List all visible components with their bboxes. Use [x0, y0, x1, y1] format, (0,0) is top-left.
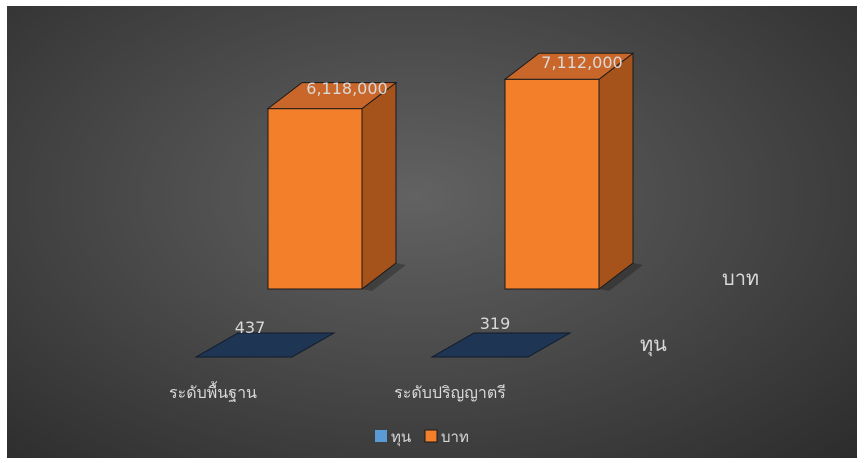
legend-label-baht: บาท	[441, 428, 469, 446]
bar-baht-side-0	[361, 81, 397, 291]
bar-baht-front-0	[267, 108, 363, 290]
legend-label-thun: ทุน	[391, 428, 411, 447]
category-label-basic: ระดับพื้นฐาน	[169, 381, 257, 402]
bar-baht-side-1	[598, 52, 634, 291]
bar-chart-3d: ระดับพื้นฐาน ระดับปริญญาตรี บาท ทุน 6,11…	[169, 52, 759, 447]
value-label-thun-basic: 437	[235, 318, 266, 337]
chart-area: ระดับพื้นฐาน ระดับปริญญาตรี บาท ทุน 6,11…	[7, 6, 857, 458]
legend: ทุน บาท	[375, 428, 469, 447]
bar-thun-1	[430, 332, 572, 358]
legend-swatch-baht	[424, 429, 438, 443]
value-label-thun-bachelor: 319	[480, 314, 511, 333]
legend-swatch-thun	[375, 430, 387, 442]
bar-baht-top-0	[266, 82, 398, 110]
value-label-baht-bachelor: 7,112,000	[541, 53, 622, 72]
bar-shadow-baht-0	[362, 263, 406, 291]
bar-baht-top-1	[503, 52, 635, 80]
bar-baht-front-1	[504, 78, 600, 290]
series-depth-label-baht: บาท	[722, 266, 759, 290]
bar-thun-0	[194, 332, 336, 358]
category-label-bachelor: ระดับปริญญาตรี	[394, 383, 506, 402]
value-label-baht-basic: 6,118,000	[306, 79, 387, 98]
series-depth-label-thun: ทุน	[640, 332, 667, 357]
bar-shadow-baht-1	[599, 263, 643, 291]
